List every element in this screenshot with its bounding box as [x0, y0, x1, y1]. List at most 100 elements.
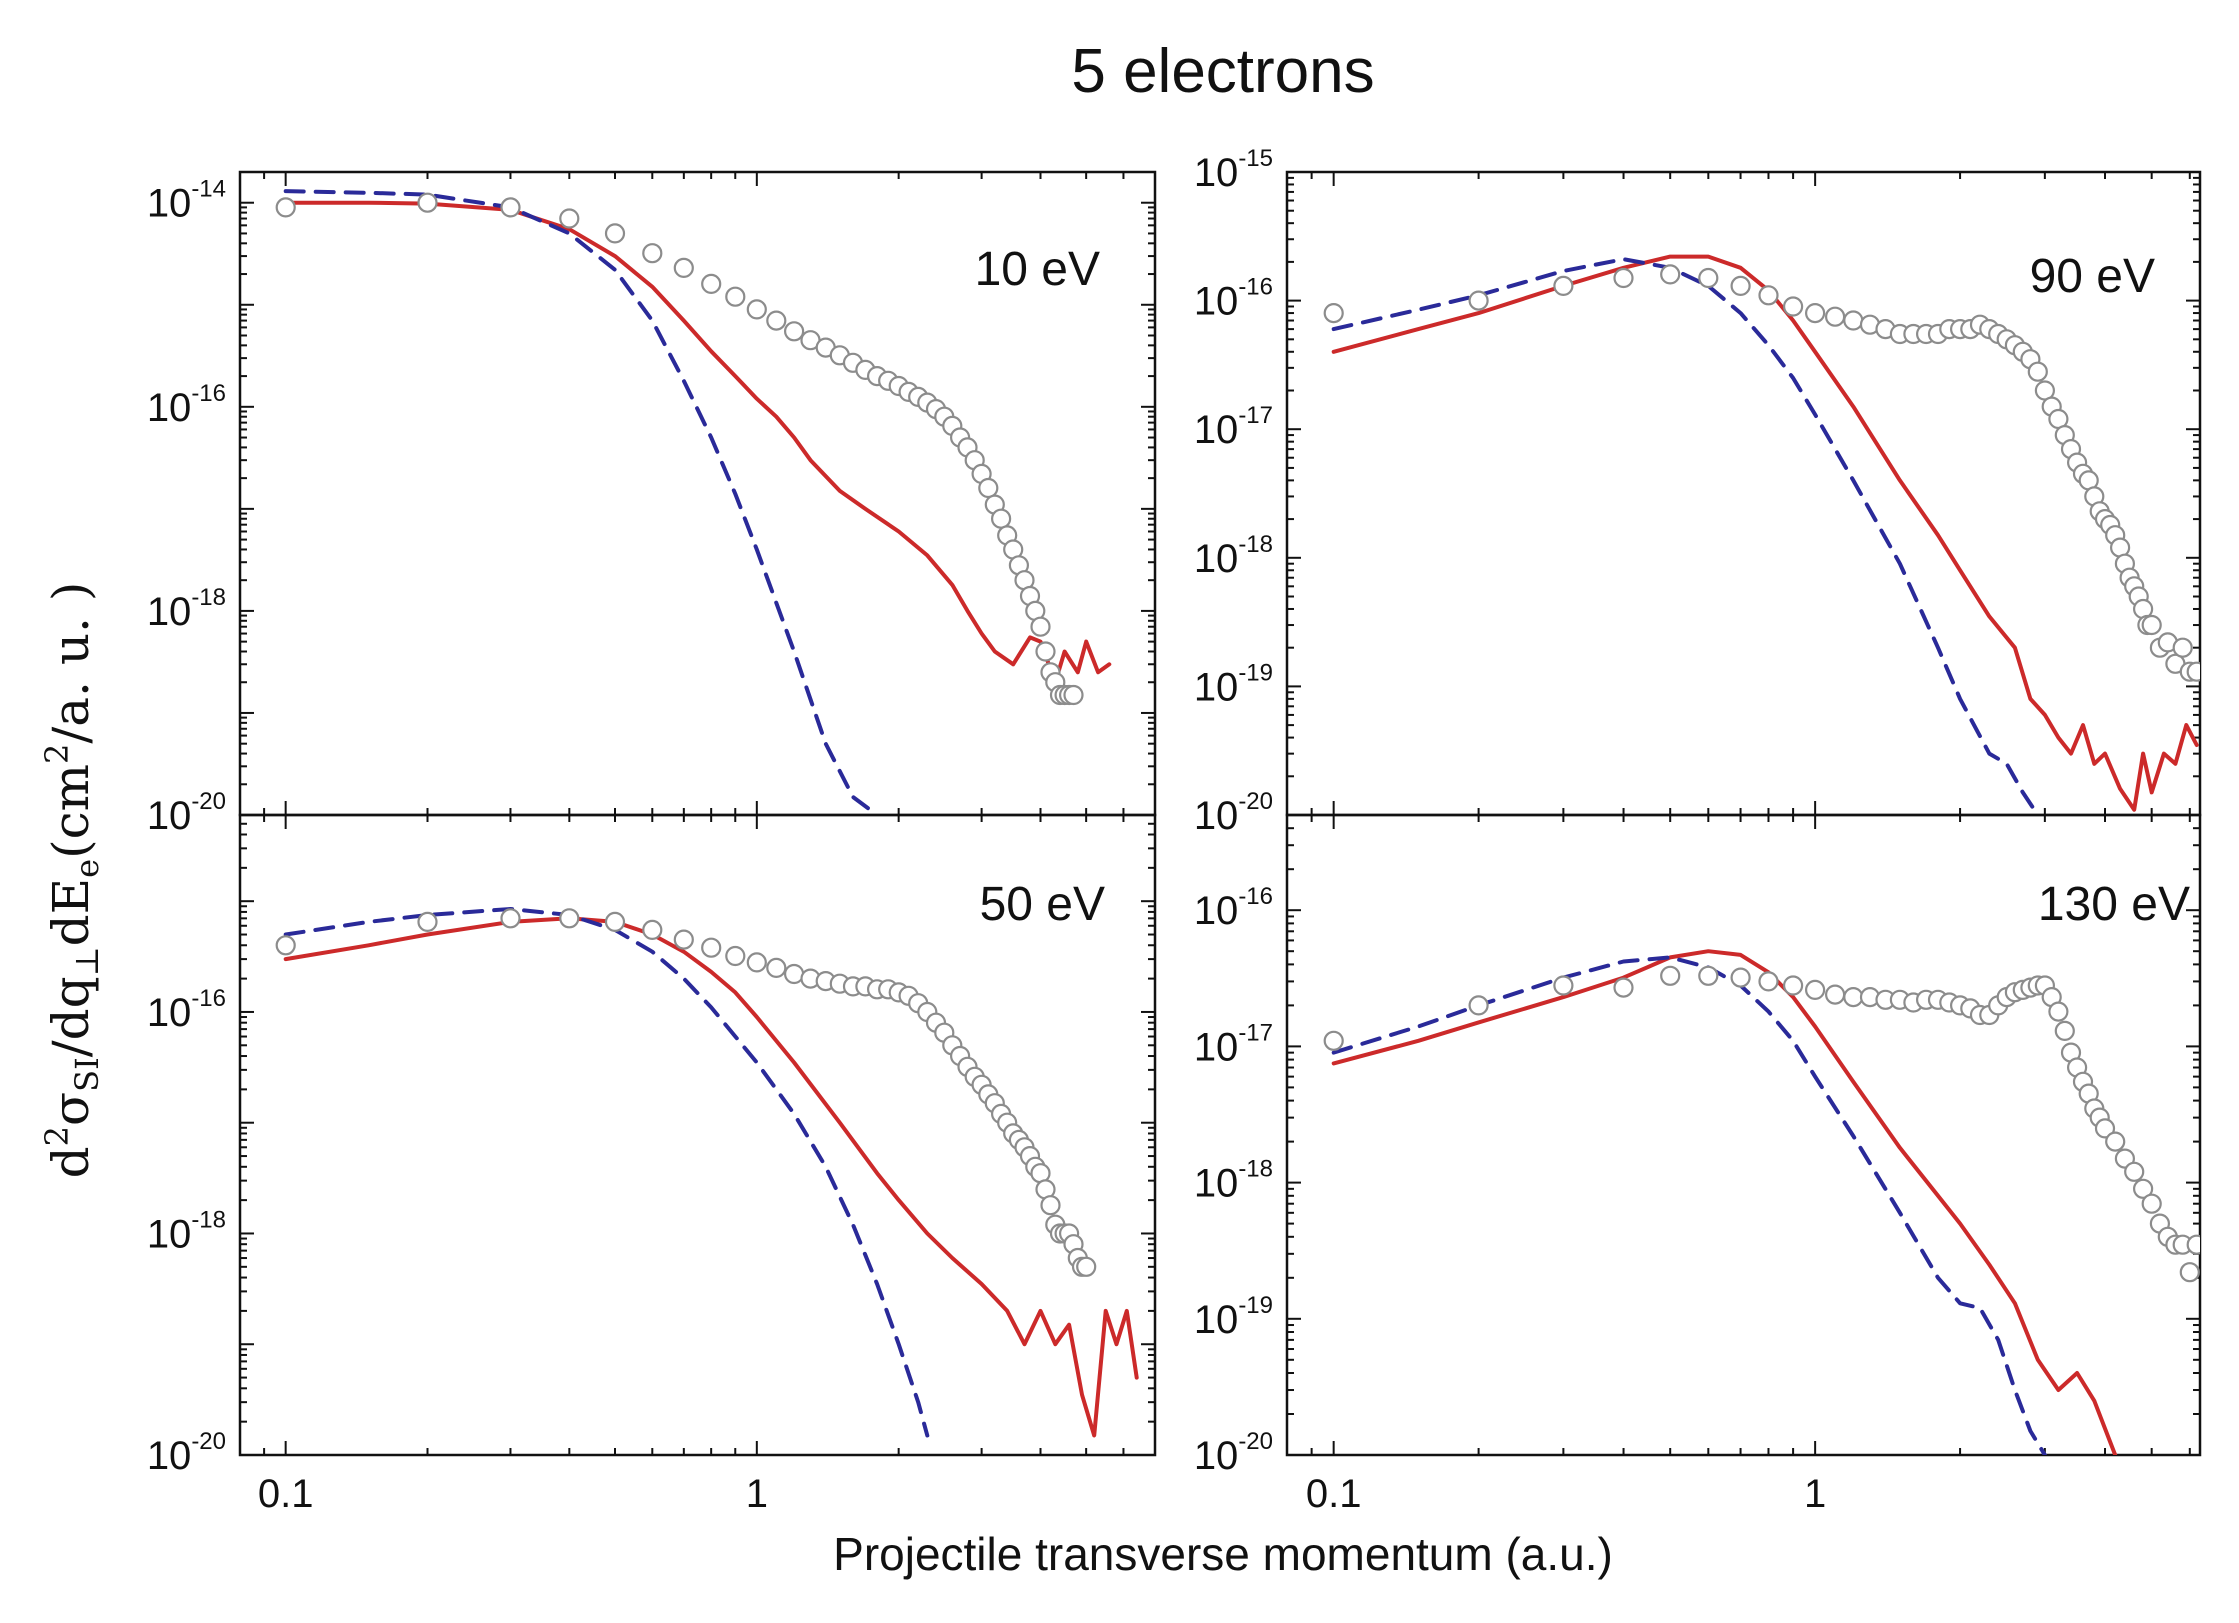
x-tick-label: 0.1 — [258, 1472, 314, 1516]
y-tick-label: 10-16 — [147, 985, 226, 1035]
panel-frame — [1285, 813, 2202, 1457]
experiment-point — [2179, 1262, 2200, 1283]
experiment-point — [1758, 971, 1779, 992]
experiment-point — [642, 919, 663, 941]
experiment-point — [2124, 1161, 2145, 1182]
plot-area — [1323, 949, 2200, 1455]
plot-area — [275, 189, 1112, 815]
y-tick-label: 10-14 — [147, 176, 226, 226]
experiment-point — [2186, 661, 2200, 682]
experiment-point — [1843, 986, 1864, 1008]
y-tick-label: 10-19 — [1194, 1292, 1273, 1342]
panel-frame — [238, 813, 1157, 1457]
x-tick-label: 1 — [1804, 1472, 1826, 1516]
theory-solid-line — [283, 916, 1139, 1438]
theory-dashed-line — [1331, 257, 2040, 815]
panel-label: 130 eV — [2038, 878, 2190, 931]
experiment-point — [2141, 1193, 2162, 1214]
series-layer — [275, 907, 1139, 1438]
x-axis-label: Projectile transverse momentum (a.u.) — [833, 1528, 1613, 1580]
y-tick-label: 10-16 — [1194, 274, 1273, 324]
experiment-point — [2186, 1234, 2200, 1255]
y-tick-label: 10-17 — [1194, 402, 1273, 452]
experiment-point — [500, 197, 521, 218]
panel-label: 10 eV — [975, 243, 1100, 296]
experiment-point — [417, 192, 438, 213]
experiment-point — [1076, 1256, 1097, 1277]
experiment-point — [701, 273, 722, 294]
experiment-point — [1782, 296, 1804, 317]
experiment-point — [725, 286, 746, 307]
experiment-point — [1824, 306, 1846, 327]
experiment-point — [1035, 641, 1056, 662]
experiment-point — [275, 935, 296, 956]
experiment-point — [673, 257, 694, 278]
tick-layer: 10-20 10-19 10-18 10-17 10-16 10-15 — [1194, 145, 2200, 838]
theory-dashed-line — [283, 907, 930, 1438]
series-layer — [1323, 254, 2200, 815]
experiment-point — [1323, 1030, 1344, 1051]
experiment-point — [1660, 965, 1681, 986]
series-layer — [275, 189, 1112, 815]
experiment-point — [604, 223, 626, 244]
experiment-point — [673, 929, 694, 950]
theory-dashed-line — [283, 189, 880, 815]
y-axis-label: d2σSI/dq⊥dEe(cm2/a. u. ) — [38, 582, 106, 1179]
panel-bottom-right: 10-20 10-19 10-18 10-17 10-16 0.1 1 130 eV — [1194, 813, 2202, 1516]
panel-label: 50 eV — [980, 878, 1105, 931]
experiment-point — [1804, 979, 1826, 1001]
experiment-point — [500, 908, 521, 929]
theory-solid-line — [1331, 254, 2199, 812]
experiment-markers — [1323, 965, 2200, 1283]
experiment-markers — [275, 192, 1084, 706]
experiment-markers — [275, 908, 1097, 1277]
theory-dashed-line — [1331, 955, 2047, 1455]
experiment-point — [1804, 303, 1826, 324]
y-tick-label: 10-16 — [1194, 883, 1273, 933]
experiment-point — [417, 911, 438, 933]
experiment-point — [275, 197, 296, 218]
experiment-point — [1063, 684, 1084, 706]
experiment-point — [746, 952, 767, 973]
plot-area — [275, 907, 1139, 1438]
panel-bottom-left: 10-20 10-18 10-16 0.1 1 50 eV — [147, 813, 1157, 1516]
experiment-point — [725, 945, 746, 967]
experiment-point — [1613, 977, 1634, 998]
y-tick-label: 10-18 — [147, 584, 226, 634]
experiment-point — [2172, 637, 2193, 658]
experiment-point — [2141, 614, 2162, 636]
experiment-point — [1613, 267, 1634, 289]
panel-label: 90 eV — [2030, 250, 2155, 303]
experiment-point — [1824, 984, 1846, 1005]
series-layer — [1323, 949, 2200, 1455]
y-tick-label: 10-16 — [147, 380, 226, 430]
experiment-point — [1323, 303, 1344, 324]
experiment-point — [2054, 1020, 2075, 1042]
y-tick-label: 10-20 — [1194, 1428, 1273, 1478]
experiment-point — [783, 963, 805, 985]
y-tick-label: 10-20 — [147, 788, 226, 838]
y-tick-label: 10-17 — [1194, 1019, 1273, 1069]
experiment-point — [2094, 1118, 2116, 1139]
y-tick-label: 10-18 — [147, 1206, 226, 1256]
y-tick-label: 10-20 — [1194, 788, 1273, 838]
y-tick-label: 10-18 — [1194, 1156, 1273, 1206]
x-tick-label: 0.1 — [1306, 1472, 1362, 1516]
y-tick-label: 10-20 — [147, 1428, 226, 1478]
experiment-point — [2027, 361, 2048, 382]
experiment-point — [604, 911, 626, 933]
experiment-point — [701, 937, 722, 958]
experiment-point — [746, 299, 767, 320]
experiment-point — [1758, 285, 1779, 306]
tick-layer: 10-20 10-19 10-18 10-17 10-16 0.1 1 — [1194, 814, 2200, 1516]
experiment-point — [1553, 975, 1574, 996]
experiment-point — [2105, 1131, 2126, 1152]
tick-layer: 10-20 10-18 10-16 10-14 — [147, 171, 1156, 838]
experiment-point — [1843, 310, 1864, 331]
experiment-point — [1468, 290, 1489, 311]
experiment-point — [2133, 1178, 2154, 1199]
experiment-point — [766, 957, 787, 979]
experiment-markers — [1323, 264, 2200, 682]
figure-title: 5 electrons — [1071, 37, 1374, 106]
experiment-point — [1730, 275, 1751, 296]
